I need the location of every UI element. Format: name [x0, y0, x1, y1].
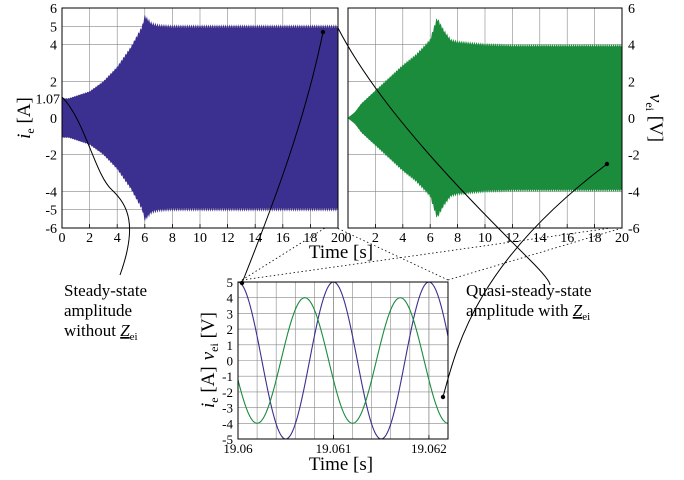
- x-tick-label: 14: [533, 231, 547, 246]
- callout-dots: [239, 29, 610, 400]
- x-tick-label: 8: [169, 231, 176, 246]
- y-tick-label: 6: [50, 2, 57, 17]
- panel-zoom-frame: [237, 281, 449, 440]
- x-tick-label: 2: [372, 231, 379, 246]
- x-tick-label: 12: [221, 231, 235, 246]
- annotation-quasi-steady-state: Quasi-steady-state amplitude with Zei: [466, 281, 592, 323]
- x-tick-label: 2: [86, 231, 93, 246]
- y-tick-label: -2: [628, 149, 640, 164]
- x-tick-label: 6: [141, 231, 148, 246]
- y-tick-label: -4: [45, 185, 57, 200]
- x-tick-label: 0: [345, 231, 352, 246]
- panel-voltage-x-ticks: 0 2 4 6 8 10 12 14 16 18 20: [345, 224, 629, 246]
- x-tick-label: 4: [399, 231, 406, 246]
- y-tick-label: -5: [222, 432, 233, 447]
- y-tick-label: 0: [628, 112, 635, 127]
- series-voltage-line: [237, 297, 449, 424]
- callout-quasi: [337, 27, 551, 286]
- panel-current-ylabel: ie [A]: [14, 97, 37, 139]
- callout-zoom-right: [442, 163, 608, 398]
- y-tick-label: 4: [50, 39, 57, 54]
- panel-zoom-xlabel: Time [s]: [309, 454, 373, 475]
- panel-current-y-ticks: -6 -5 -4 -2 0 2 4 5 6 1.07: [36, 2, 61, 237]
- panel-voltage-y-ticks: -6 -4 -2 0 2 4 6: [628, 2, 640, 237]
- x-tick-label: 8: [454, 231, 461, 246]
- y-marker-label: 1.07: [36, 92, 61, 107]
- x-tick-label: 20: [615, 231, 629, 246]
- y-tick-label: 3: [227, 306, 234, 321]
- y-tick-label: -2: [45, 149, 57, 164]
- x-tick-label: 12: [505, 231, 519, 246]
- y-tick-label: -3: [222, 401, 233, 416]
- x-tick-label: 10: [478, 231, 492, 246]
- x-tick-label: 4: [114, 231, 121, 246]
- x-tick-label: 0: [59, 231, 66, 246]
- annotation-callouts: [61, 27, 608, 398]
- x-tick-label: 20: [331, 231, 345, 246]
- y-tick-label: -6: [628, 222, 640, 237]
- y-tick-label: -5: [45, 204, 57, 219]
- callout-zoom-left: [241, 31, 324, 284]
- panel-zoom-waveforms: [237, 281, 449, 440]
- x-tick-label: 14: [248, 231, 262, 246]
- y-tick-label: 2: [227, 322, 234, 337]
- x-tick-label: 16: [276, 231, 290, 246]
- x-tick-label: 10: [193, 231, 207, 246]
- y-tick-label: 2: [50, 75, 57, 90]
- y-tick-label: 6: [628, 2, 635, 17]
- panel-zoom-x-ticks: 19.06 19.061 19.062: [223, 435, 447, 456]
- x-tick-label: 19.06: [223, 441, 253, 456]
- x-tick-label: 19.061: [316, 441, 352, 456]
- annotation-steady-state: Steady-state amplitude without Zei: [64, 281, 147, 343]
- svg-text:without Zei: without Zei: [64, 321, 138, 343]
- y-tick-label: -4: [222, 416, 233, 431]
- x-tick-label: 18: [588, 231, 602, 246]
- panel-current-x-ticks: 0 2 4 6 8 10 12 14 16 18 20: [59, 224, 345, 246]
- envelope-area: [347, 18, 623, 218]
- y-tick-label: 4: [628, 39, 635, 54]
- y-tick-label: 1: [227, 338, 234, 353]
- callout-steady-state: [61, 96, 131, 276]
- x-tick-label: 19.062: [411, 441, 447, 456]
- series-current-line: [237, 281, 449, 440]
- y-tick-label: 5: [227, 275, 234, 290]
- y-tick-label: 0: [50, 112, 57, 127]
- zoom-connectors: [241, 227, 623, 281]
- y-tick-label: -1: [222, 369, 233, 384]
- y-tick-label: 2: [628, 75, 635, 90]
- panel-voltage-ylabel: vei [V]: [643, 94, 666, 142]
- y-tick-label: 4: [227, 291, 234, 306]
- svg-text:amplitude: amplitude: [64, 301, 132, 320]
- top-xlabel: Time [s]: [309, 242, 373, 263]
- svg-text:Steady-state: Steady-state: [64, 281, 147, 300]
- x-tick-label: 6: [427, 231, 434, 246]
- y-tick-label: 5: [50, 20, 57, 35]
- y-tick-label: -6: [45, 222, 57, 237]
- panel-voltage-envelope: [347, 18, 623, 218]
- panel-zoom-ylabel: ie [A]vei [V]: [198, 312, 221, 408]
- envelope-area: [61, 15, 339, 221]
- y-tick-label: -2: [222, 385, 233, 400]
- panel-current-envelope: [61, 15, 339, 221]
- y-tick-label: 0: [227, 354, 234, 369]
- svg-text:amplitude with Zei: amplitude with Zei: [466, 301, 590, 323]
- y-tick-label: -4: [628, 185, 640, 200]
- svg-text:Quasi-steady-state: Quasi-steady-state: [466, 281, 592, 300]
